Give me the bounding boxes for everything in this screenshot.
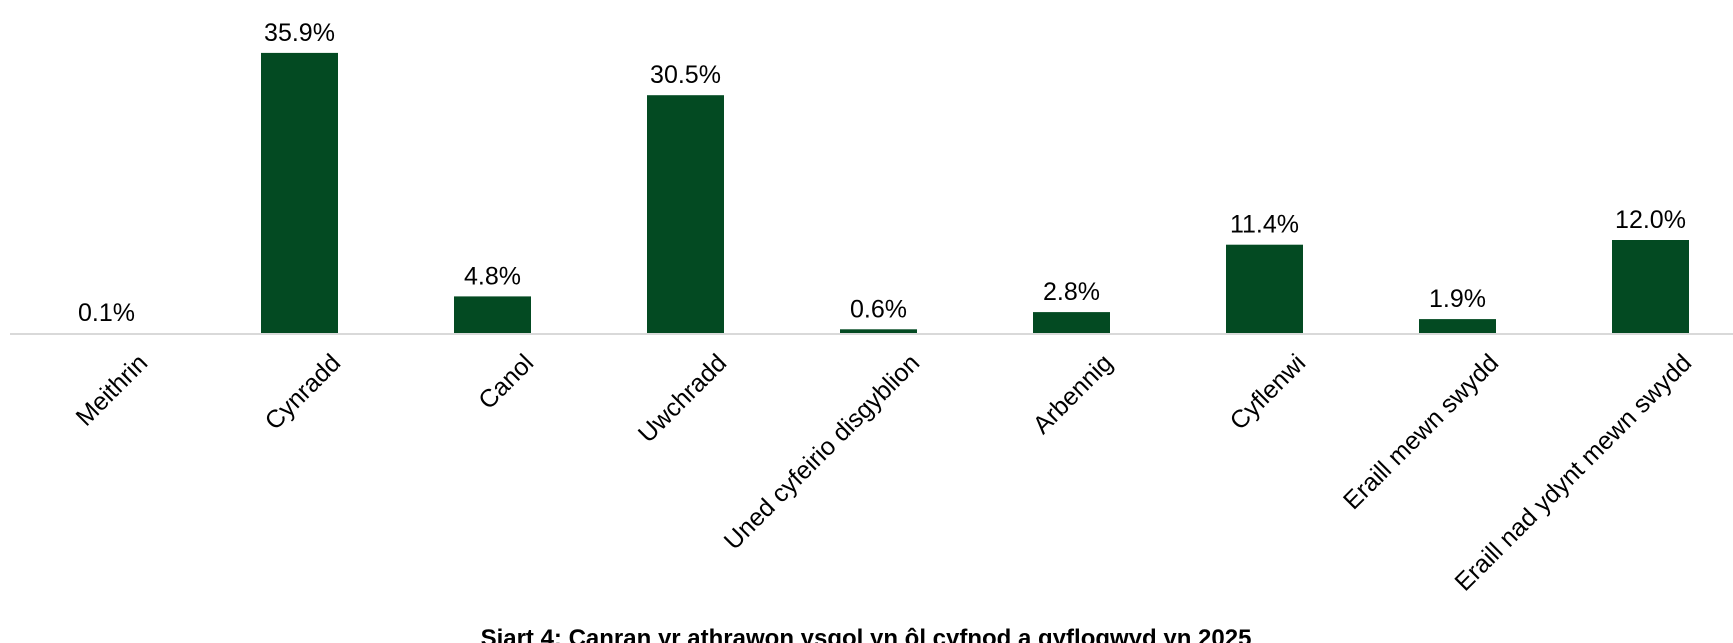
category-label-3: Uwchradd <box>633 349 732 448</box>
chart-title: Siart 4: Canran yr athrawon ysgol yn ôl … <box>481 625 1252 643</box>
value-label-5: 2.8% <box>1043 278 1100 306</box>
value-label-2: 4.8% <box>464 262 521 290</box>
bar-1 <box>261 52 338 335</box>
bar-4 <box>840 329 917 334</box>
bar-3 <box>647 95 724 334</box>
category-label-4: Uned cyfeirio disgyblion <box>719 349 925 555</box>
category-label-2: Canol <box>473 349 539 415</box>
value-labels-layer: 0.1% 35.9% 4.8% 30.5% 0.6% 2.8% 11.4% 1.9% 12.0% <box>78 19 1686 327</box>
category-label-7: Eraill mewn swydd <box>1338 349 1504 515</box>
value-label-3: 30.5% <box>650 61 721 89</box>
value-label-7: 1.9% <box>1429 285 1486 313</box>
bar-7 <box>1419 319 1496 334</box>
value-label-1: 35.9% <box>264 19 335 47</box>
bar-8 <box>1612 240 1689 334</box>
bars-layer <box>68 52 1689 335</box>
bar-2 <box>454 296 531 334</box>
category-label-1: Cynradd <box>260 349 347 436</box>
value-label-4: 0.6% <box>850 295 907 323</box>
value-label-8: 12.0% <box>1615 206 1686 234</box>
category-label-6: Cyflenwi <box>1225 349 1312 436</box>
bar-6 <box>1226 244 1303 334</box>
value-label-0: 0.1% <box>78 299 135 327</box>
category-label-0: Meithrin <box>71 349 154 432</box>
bar-5 <box>1033 312 1110 334</box>
value-label-6: 11.4% <box>1230 211 1299 239</box>
category-label-5: Arbennig <box>1028 349 1119 440</box>
